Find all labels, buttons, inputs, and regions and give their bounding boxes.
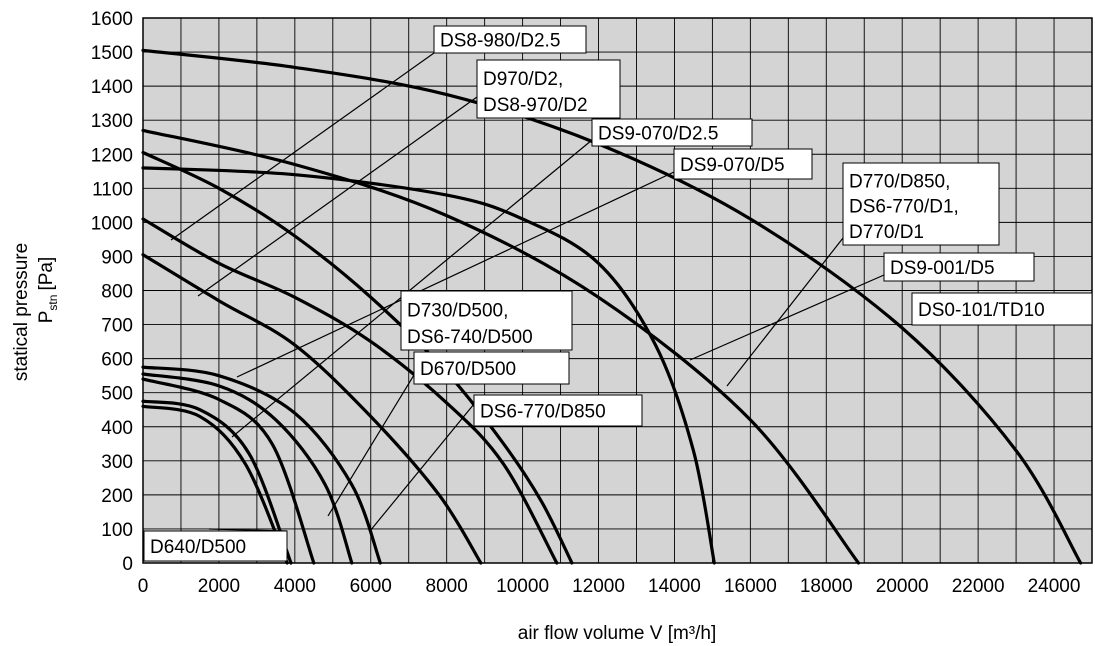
x-tick-label: 20000 <box>876 576 929 597</box>
curve-label-box <box>673 148 813 180</box>
curve-label-box <box>883 252 1035 282</box>
curve-label: D670/D500 <box>420 359 516 380</box>
y-tick-label: 400 <box>101 418 133 439</box>
curve-label: D970/D2, <box>483 69 563 90</box>
curve-label: DS9-001/D5 <box>890 258 995 279</box>
curves <box>141 48 1083 565</box>
x-tick-label: 12000 <box>572 576 625 597</box>
y-axis-symbol-p: P <box>36 311 57 324</box>
fan-curve <box>141 404 289 565</box>
curve-label: DS9-070/D5 <box>680 155 785 176</box>
curve-label-box <box>433 25 587 54</box>
curve-label: DS8-970/D2 <box>483 95 588 116</box>
label-leader-line <box>231 139 593 438</box>
y-tick-label: 1100 <box>92 179 133 200</box>
x-tick-label: 14000 <box>648 576 701 597</box>
label-leader-line <box>726 237 844 387</box>
fan-curve <box>141 217 559 565</box>
curve-label: D730/D500, <box>407 301 508 322</box>
y-tick-label: 1400 <box>91 77 133 98</box>
curve-label-box <box>143 530 288 562</box>
curve-label-box <box>413 351 570 385</box>
curve-label: D770/D850, <box>849 171 950 192</box>
y-axis-symbol-text: Pstn [Pa] <box>36 257 60 324</box>
x-tick-label: 22000 <box>952 576 1005 597</box>
curve-label: DS8-980/D2.5 <box>440 31 560 52</box>
curve-label-box <box>400 290 573 351</box>
curve-label-box <box>911 292 1093 326</box>
curve-label: D640/D500 <box>150 537 246 558</box>
x-tick-label: 0 <box>138 576 149 597</box>
x-tick-label: 10000 <box>496 576 549 597</box>
curve-label: DS6-770/D1, <box>849 197 959 218</box>
y-axis-symbol: Pstn [Pa] <box>36 257 60 324</box>
y-tick-label: 200 <box>101 486 133 507</box>
x-tick-label: 8000 <box>426 576 468 597</box>
curve-label: DS6-770/D850 <box>480 402 606 423</box>
curve-label: DS6-740/D500 <box>407 327 533 348</box>
y-axis-title-main: statical pressure <box>11 243 32 381</box>
label-leader-line <box>369 403 475 532</box>
label-leader-line <box>689 274 885 361</box>
curve-labels: DS8-980/D2.5 D970/D2, DS8-970/D2 DS9-070/D2… <box>143 25 1093 562</box>
y-tick-label: 900 <box>101 247 133 268</box>
x-tick-label: 18000 <box>800 576 853 597</box>
plot-frame <box>142 17 1093 564</box>
x-axis-title: air flow volume V [m³/h] <box>518 623 717 644</box>
x-tick-label: 16000 <box>724 576 777 597</box>
y-tick-labels: 0 100 200 300 400 500 600 700 800 900 1000 1100 1200… <box>91 9 133 575</box>
y-tick-label: 800 <box>101 282 133 303</box>
y-tick-label: 1500 <box>91 43 133 64</box>
fan-curve <box>141 253 483 565</box>
y-axis-symbol-sub: stn <box>46 295 60 311</box>
x-tick-labels: 0 2000 4000 6000 8000 10000 12000 14000 16000 180… <box>138 576 1081 597</box>
y-tick-label: 1600 <box>91 9 133 30</box>
y-tick-label: 0 <box>122 554 133 575</box>
label-leader-line <box>327 374 415 517</box>
y-tick-label: 1300 <box>91 111 133 132</box>
fan-curve <box>141 377 316 565</box>
curve-label-box <box>473 394 643 427</box>
y-tick-label: 300 <box>101 452 133 473</box>
y-tick-label: 1200 <box>91 145 133 166</box>
label-leader-line <box>170 52 435 241</box>
fan-curve <box>141 372 354 565</box>
y-tick-label: 600 <box>101 350 133 371</box>
y-tick-label: 500 <box>101 384 133 405</box>
y-tick-label: 1000 <box>91 213 133 234</box>
curve-label-box <box>842 162 1000 246</box>
curve-label: D770/D1 <box>849 222 924 243</box>
fan-curve <box>141 365 382 565</box>
curve-label: DS0-101/TD10 <box>918 300 1045 321</box>
x-tick-label: 4000 <box>274 576 316 597</box>
curve-label-box <box>591 118 753 147</box>
label-leader-line <box>197 96 478 297</box>
x-tick-label: 2000 <box>198 576 240 597</box>
y-tick-label: 700 <box>101 316 133 337</box>
y-tick-label: 100 <box>101 520 133 541</box>
label-leader-line <box>236 171 675 378</box>
curve-label-box <box>476 59 621 119</box>
y-axis-title: statical pressure <box>11 243 32 381</box>
x-tick-label: 24000 <box>1028 576 1081 597</box>
curve-label: DS9-070/D2.5 <box>598 124 718 145</box>
x-tick-label: 6000 <box>350 576 392 597</box>
leader-lines <box>170 52 885 532</box>
y-axis-unit: [Pa] <box>36 257 57 291</box>
fan-curve <box>141 166 716 565</box>
fan-curve <box>141 399 293 565</box>
